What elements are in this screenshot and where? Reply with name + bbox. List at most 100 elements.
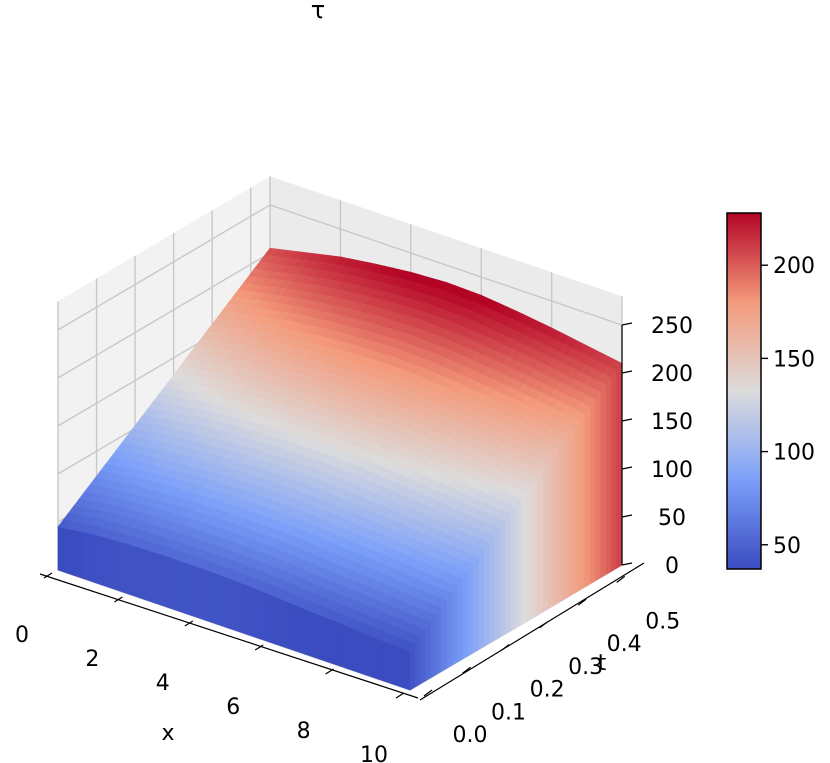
surface-front-face bbox=[392, 644, 402, 688]
surface-front-face bbox=[242, 583, 252, 637]
surface-front-face bbox=[172, 557, 182, 613]
chart-title: τ bbox=[311, 0, 325, 24]
surface-side-face bbox=[558, 441, 565, 604]
x-tick-label: 0 bbox=[15, 623, 29, 648]
surface-front-face bbox=[233, 579, 244, 634]
surface-side-face bbox=[425, 621, 432, 682]
surface-front-face bbox=[224, 576, 235, 631]
surface-front-face bbox=[57, 526, 68, 574]
surface-front-face bbox=[163, 554, 173, 610]
z-tick-label: 250 bbox=[651, 314, 693, 339]
surface-front-face bbox=[339, 622, 349, 670]
surface-side-face bbox=[441, 600, 448, 672]
colorbar-gradient bbox=[726, 212, 762, 570]
surface-side-face bbox=[531, 477, 538, 619]
surface-front-face bbox=[356, 629, 367, 676]
surface-side-face bbox=[483, 542, 490, 647]
t-tick-label: 0.5 bbox=[645, 609, 680, 634]
surface-side-face bbox=[467, 564, 474, 657]
x-tick-label: 6 bbox=[226, 695, 240, 720]
surface-front-face bbox=[400, 647, 411, 691]
surface-side-face bbox=[489, 535, 496, 644]
surface-front-face bbox=[321, 615, 332, 664]
surface-front-face bbox=[374, 637, 384, 682]
surface-front-face bbox=[136, 546, 147, 601]
surface-side-face bbox=[542, 463, 549, 613]
surface-side-face bbox=[510, 506, 517, 632]
t-axis-label: t bbox=[598, 651, 607, 676]
surface-front-face bbox=[66, 528, 76, 577]
surface-side-face bbox=[409, 643, 416, 691]
surface-front-face bbox=[92, 533, 103, 586]
z-tick-label: 200 bbox=[651, 362, 693, 387]
z-tick-label: 150 bbox=[651, 410, 693, 435]
colorbar-tick-label: 200 bbox=[773, 254, 815, 279]
surface-front-face bbox=[304, 608, 314, 658]
surface-front-face bbox=[268, 593, 279, 646]
surface-side-face bbox=[478, 549, 485, 650]
surface-front-face bbox=[84, 531, 94, 583]
surface-side-face bbox=[414, 636, 421, 688]
surface-front-face bbox=[251, 586, 261, 640]
surface-side-face bbox=[579, 412, 586, 591]
surface-side-face bbox=[595, 391, 602, 582]
surface-front-face bbox=[348, 626, 358, 673]
x-tick-label: 4 bbox=[156, 671, 170, 696]
t-tick-label: 0.3 bbox=[568, 655, 603, 680]
x-tick-label: 8 bbox=[297, 719, 311, 744]
surface-side-face bbox=[462, 571, 469, 660]
x-tick-label: 2 bbox=[85, 647, 99, 672]
x-axis-line bbox=[39, 573, 419, 699]
surface-side-face bbox=[520, 492, 527, 625]
z-tick-label: 0 bbox=[665, 554, 679, 579]
surface-side-face bbox=[420, 629, 427, 685]
surface-front-face bbox=[330, 618, 340, 667]
surface-front-face bbox=[383, 640, 393, 685]
surface-side-face bbox=[547, 456, 554, 610]
surface-front-face bbox=[101, 536, 112, 589]
surface-front-face bbox=[260, 590, 270, 643]
surface-front-face bbox=[128, 543, 138, 598]
surface-patch bbox=[400, 640, 416, 652]
colorbar-tick-label: 50 bbox=[773, 534, 801, 559]
surface-side-face bbox=[505, 513, 512, 635]
surface-front-face bbox=[365, 633, 376, 679]
colorbar: 50 100 150 200 bbox=[726, 212, 815, 570]
surface-front-face bbox=[189, 563, 200, 619]
surface-front-face bbox=[119, 541, 129, 595]
t-tick-label: 0.4 bbox=[607, 632, 642, 657]
surface-side-face bbox=[536, 470, 543, 616]
surface-side-face bbox=[605, 376, 612, 575]
t-tick-label: 0.1 bbox=[491, 700, 526, 725]
surface-side-face bbox=[584, 405, 591, 588]
surface-side-face bbox=[600, 384, 607, 579]
surface-front-face bbox=[180, 560, 191, 616]
surface-front-face bbox=[312, 611, 323, 661]
surface-front-face bbox=[277, 597, 288, 649]
surface-side-face bbox=[452, 585, 459, 666]
surface-side-face bbox=[457, 578, 464, 663]
t-tick-label: 0.2 bbox=[530, 678, 565, 703]
surface-side-face bbox=[473, 557, 480, 654]
surface-side-face bbox=[611, 369, 618, 572]
surface-front-face bbox=[216, 573, 226, 628]
surface-front-face bbox=[75, 530, 85, 580]
surface-front-face bbox=[154, 551, 164, 607]
colorbar-tick-label: 100 bbox=[773, 441, 815, 466]
z-tick-label: 50 bbox=[658, 506, 686, 531]
surface-side-face bbox=[526, 484, 533, 622]
surface-front-face bbox=[198, 566, 208, 622]
surface-front-face bbox=[295, 604, 305, 655]
surface-side-face bbox=[552, 448, 559, 607]
surface-side-face bbox=[446, 593, 453, 669]
x-tick-label: 10 bbox=[360, 743, 388, 763]
z-tick-label: 100 bbox=[651, 458, 693, 483]
surface-side-face bbox=[573, 420, 580, 594]
surface-side-face bbox=[563, 434, 570, 600]
axes: 0 2 4 6 8 10 0.00.10.20.30.40.5 0 50 100 150 200 250 bbox=[15, 314, 693, 763]
surface-front-face bbox=[110, 538, 120, 592]
surface-front-face bbox=[145, 549, 156, 604]
t-tick-label: 0.0 bbox=[453, 723, 488, 748]
surface-side-face bbox=[515, 499, 522, 629]
